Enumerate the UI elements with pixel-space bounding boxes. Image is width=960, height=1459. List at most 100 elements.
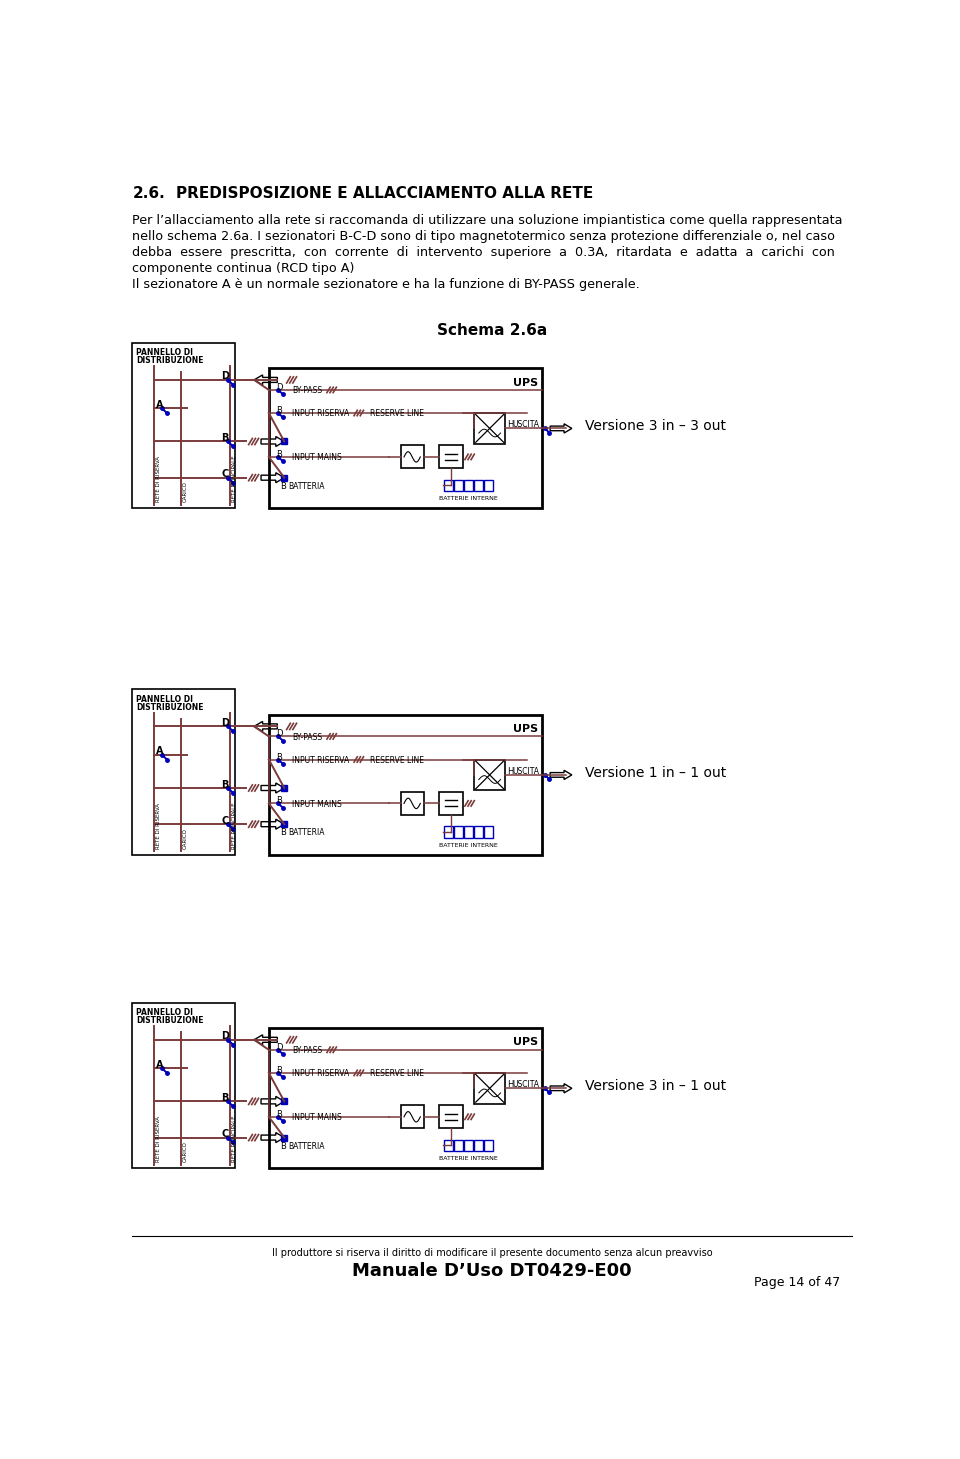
- Text: D: D: [276, 730, 283, 738]
- Bar: [474, 1072, 505, 1103]
- Text: Per l’allacciamento alla rete si raccomanda di utilizzare una soluzione impianti: Per l’allacciamento alla rete si raccoma…: [132, 213, 843, 226]
- Text: BATTERIE INTERNE: BATTERIE INTERNE: [440, 1156, 498, 1161]
- FancyArrow shape: [254, 1034, 277, 1045]
- Text: PANNELLO DI: PANNELLO DI: [136, 694, 193, 703]
- Text: Il sezionatore A è un normale sezionatore e ha la funzione di BY-PASS generale.: Il sezionatore A è un normale sezionator…: [132, 279, 640, 292]
- Text: B: B: [222, 1093, 228, 1103]
- Text: D: D: [222, 372, 229, 381]
- Bar: [444, 480, 453, 492]
- Bar: [440, 445, 463, 468]
- Text: RESERVE LINE: RESERVE LINE: [370, 410, 423, 419]
- Text: componente continua (RCD tipo A): componente continua (RCD tipo A): [132, 263, 355, 276]
- Bar: [474, 480, 483, 492]
- Text: Versione 3 in – 3 out: Versione 3 in – 3 out: [585, 419, 726, 433]
- Bar: [454, 826, 463, 837]
- Text: UPS: UPS: [513, 378, 538, 388]
- Text: RESERVE LINE: RESERVE LINE: [370, 756, 423, 765]
- Text: BATTERIA: BATTERIA: [288, 1141, 324, 1151]
- Bar: [269, 368, 542, 509]
- Text: A: A: [156, 747, 163, 756]
- Text: Versione 3 in – 1 out: Versione 3 in – 1 out: [585, 1080, 726, 1093]
- Text: A: A: [156, 400, 163, 410]
- Text: B: B: [276, 797, 282, 805]
- Text: RETE DI RISERVA: RETE DI RISERVA: [156, 1116, 160, 1163]
- Bar: [269, 715, 542, 855]
- FancyArrow shape: [261, 473, 284, 483]
- FancyArrow shape: [261, 436, 284, 446]
- Bar: [474, 760, 505, 791]
- FancyArrow shape: [261, 1096, 284, 1106]
- Text: nello schema 2.6a. I sezionatori B-C-D sono di tipo magnetotermico senza protezi: nello schema 2.6a. I sezionatori B-C-D s…: [132, 229, 835, 242]
- Bar: [444, 1139, 453, 1151]
- FancyArrow shape: [254, 721, 277, 731]
- FancyArrow shape: [550, 1084, 572, 1093]
- Bar: [474, 1139, 483, 1151]
- Bar: [269, 1029, 542, 1169]
- Bar: [440, 1106, 463, 1128]
- Text: B: B: [276, 449, 282, 460]
- Bar: [400, 445, 423, 468]
- Text: B: B: [222, 433, 228, 444]
- Text: H: H: [507, 766, 513, 776]
- Text: BATTERIA: BATTERIA: [288, 481, 324, 490]
- Bar: [132, 343, 234, 509]
- Text: BATTERIE INTERNE: BATTERIE INTERNE: [440, 496, 498, 502]
- Text: A: A: [156, 1059, 163, 1069]
- Text: CARICO: CARICO: [182, 827, 188, 849]
- Text: 2.6.: 2.6.: [132, 185, 165, 201]
- Text: PANNELLO DI: PANNELLO DI: [136, 349, 193, 357]
- Text: B: B: [279, 481, 285, 490]
- Text: BY-PASS: BY-PASS: [292, 387, 323, 395]
- Text: RETE DI RISERVA: RETE DI RISERVA: [156, 802, 160, 849]
- Bar: [454, 1139, 463, 1151]
- Text: RETE PRINCIPALE: RETE PRINCIPALE: [231, 1116, 236, 1163]
- Text: INPUT MAINS: INPUT MAINS: [292, 1113, 342, 1122]
- Text: INPUT MAINS: INPUT MAINS: [292, 454, 342, 463]
- FancyArrow shape: [261, 818, 284, 829]
- Bar: [484, 826, 493, 837]
- Text: C: C: [222, 1129, 228, 1139]
- Text: RETE DI RISERVA: RETE DI RISERVA: [156, 457, 160, 502]
- Bar: [474, 826, 483, 837]
- FancyArrow shape: [550, 423, 572, 433]
- Text: B: B: [279, 1141, 285, 1151]
- Text: DISTRIBUZIONE: DISTRIBUZIONE: [136, 1015, 204, 1024]
- Text: RETE PRINCIPALE: RETE PRINCIPALE: [231, 455, 236, 502]
- Text: Page 14 of 47: Page 14 of 47: [755, 1277, 841, 1290]
- Bar: [400, 792, 423, 816]
- Bar: [440, 792, 463, 816]
- Bar: [474, 413, 505, 444]
- Text: B: B: [222, 779, 228, 789]
- Text: H: H: [507, 420, 513, 429]
- Bar: [454, 480, 463, 492]
- Text: Schema 2.6a: Schema 2.6a: [437, 322, 547, 338]
- Text: INPUT MAINS: INPUT MAINS: [292, 800, 342, 808]
- Text: INPUT RISERVA: INPUT RISERVA: [292, 410, 349, 419]
- Text: RETE PRINCIPALE: RETE PRINCIPALE: [231, 802, 236, 849]
- Text: BATTERIE INTERNE: BATTERIE INTERNE: [440, 843, 498, 848]
- Text: D: D: [222, 718, 229, 728]
- Text: D: D: [276, 1043, 283, 1052]
- Text: UPS: UPS: [513, 724, 538, 734]
- Text: B: B: [279, 829, 285, 837]
- FancyArrow shape: [550, 770, 572, 779]
- Text: PREDISPOSIZIONE E ALLACCIAMENTO ALLA RETE: PREDISPOSIZIONE E ALLACCIAMENTO ALLA RET…: [176, 185, 593, 201]
- Text: Il produttore si riserva il diritto di modificare il presente documento senza al: Il produttore si riserva il diritto di m…: [272, 1249, 712, 1259]
- Text: C: C: [222, 816, 228, 826]
- Bar: [132, 690, 234, 855]
- Text: D: D: [276, 382, 283, 392]
- Text: H: H: [507, 1080, 513, 1088]
- Bar: [444, 826, 453, 837]
- Bar: [464, 826, 473, 837]
- Text: USCITA: USCITA: [512, 1080, 540, 1088]
- Text: INPUT RISERVA: INPUT RISERVA: [292, 756, 349, 765]
- Text: DISTRIBUZIONE: DISTRIBUZIONE: [136, 356, 204, 365]
- Text: Manuale D’Uso DT0429-E00: Manuale D’Uso DT0429-E00: [352, 1262, 632, 1281]
- Text: INPUT RISERVA: INPUT RISERVA: [292, 1069, 349, 1078]
- Text: USCITA: USCITA: [512, 766, 540, 776]
- Text: BY-PASS: BY-PASS: [292, 732, 323, 741]
- FancyArrow shape: [261, 783, 284, 794]
- FancyArrow shape: [261, 1132, 284, 1142]
- Text: B: B: [276, 1110, 282, 1119]
- Text: CARICO: CARICO: [182, 481, 188, 502]
